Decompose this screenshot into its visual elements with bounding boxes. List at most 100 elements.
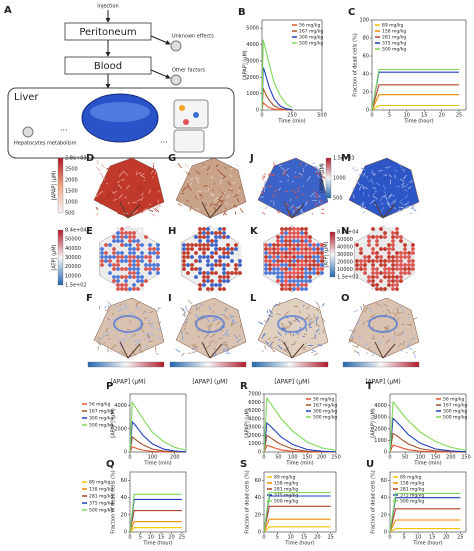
cell bbox=[272, 271, 276, 275]
vessel bbox=[403, 184, 409, 189]
cell bbox=[407, 267, 411, 271]
cell bbox=[152, 259, 156, 263]
cell bbox=[308, 267, 312, 271]
cell bbox=[375, 227, 379, 231]
cell bbox=[320, 251, 324, 255]
cell bbox=[120, 247, 124, 251]
cell bbox=[116, 239, 120, 243]
vessel bbox=[294, 175, 297, 178]
vessel bbox=[320, 199, 324, 203]
vessel bbox=[224, 167, 227, 169]
series-line bbox=[129, 527, 182, 533]
vessel bbox=[137, 184, 143, 190]
vessel bbox=[354, 169, 359, 171]
cell bbox=[182, 259, 186, 263]
cell bbox=[276, 235, 280, 239]
cell bbox=[296, 231, 300, 235]
vessel bbox=[95, 213, 99, 216]
x-tick-label: 50 bbox=[275, 455, 281, 461]
vessel bbox=[281, 327, 287, 330]
cell bbox=[116, 283, 120, 287]
vessel bbox=[187, 165, 189, 170]
vessel bbox=[226, 332, 230, 338]
cell bbox=[272, 267, 276, 271]
vessel bbox=[350, 334, 356, 339]
legend-label: 89 mg/kg bbox=[382, 23, 404, 29]
cell bbox=[411, 243, 415, 247]
x-tick-label: 20 bbox=[314, 535, 320, 541]
vessel bbox=[213, 352, 217, 358]
cell bbox=[214, 235, 218, 239]
vessel bbox=[230, 322, 233, 327]
vessel bbox=[282, 170, 285, 175]
cell bbox=[395, 259, 399, 263]
cell bbox=[304, 279, 308, 283]
vessel bbox=[99, 183, 101, 188]
cell bbox=[395, 267, 399, 271]
cell bbox=[407, 259, 411, 263]
cell bbox=[411, 267, 415, 271]
y-tick-label: 20 bbox=[255, 512, 261, 518]
cell bbox=[320, 247, 324, 251]
arrow bbox=[150, 69, 171, 79]
vessel bbox=[307, 313, 311, 318]
vessel bbox=[135, 172, 138, 176]
cell bbox=[144, 259, 148, 263]
vessel bbox=[191, 351, 197, 353]
cell bbox=[304, 243, 308, 247]
vessel bbox=[290, 204, 294, 210]
liver-model bbox=[90, 102, 150, 122]
vessel bbox=[380, 196, 384, 202]
y-tick-label: 40 bbox=[121, 495, 127, 501]
cell bbox=[120, 263, 124, 267]
vessel bbox=[195, 305, 198, 310]
vessel bbox=[272, 193, 275, 198]
colorbar-label: 40000 bbox=[337, 245, 353, 251]
vessel bbox=[392, 311, 398, 317]
cell bbox=[206, 239, 210, 243]
cell bbox=[206, 235, 210, 239]
panel-label: B bbox=[238, 7, 246, 18]
cell bbox=[198, 267, 202, 271]
vessel bbox=[240, 324, 242, 328]
vessel bbox=[197, 190, 203, 192]
cell bbox=[214, 247, 218, 251]
x-tick-label: 50 bbox=[402, 455, 408, 461]
cell bbox=[276, 263, 280, 267]
vessel bbox=[408, 340, 412, 346]
vessel bbox=[373, 190, 377, 196]
cell bbox=[312, 267, 316, 271]
cell bbox=[379, 239, 383, 243]
vessel bbox=[267, 173, 270, 176]
cell bbox=[276, 279, 280, 283]
vessel bbox=[408, 212, 414, 215]
vessel bbox=[215, 164, 219, 168]
legend-label: 158 mg/kg bbox=[89, 487, 113, 493]
vessel bbox=[370, 180, 375, 185]
legend-label: 167 mg/kg bbox=[443, 403, 467, 409]
cell bbox=[288, 255, 292, 259]
cell-inset bbox=[173, 99, 209, 129]
vessel bbox=[129, 320, 132, 323]
arrow bbox=[150, 35, 171, 45]
cell bbox=[210, 243, 214, 247]
cell bbox=[214, 227, 218, 231]
cell bbox=[132, 247, 136, 251]
cell bbox=[132, 263, 136, 267]
vessel-trunk bbox=[283, 201, 305, 219]
cell bbox=[234, 243, 238, 247]
vessel bbox=[181, 186, 187, 192]
plot-frame bbox=[263, 393, 337, 453]
series-line bbox=[129, 521, 182, 533]
cell bbox=[355, 243, 359, 247]
vessel bbox=[213, 196, 219, 202]
cell bbox=[284, 239, 288, 243]
x-tick-label: 100 bbox=[288, 455, 298, 461]
vessel bbox=[181, 201, 184, 204]
cell bbox=[308, 255, 312, 259]
vessel bbox=[404, 341, 407, 343]
cell bbox=[198, 227, 202, 231]
legend-label: 500 mg/kg bbox=[382, 47, 406, 53]
vessel bbox=[215, 321, 221, 326]
cell bbox=[391, 287, 395, 291]
